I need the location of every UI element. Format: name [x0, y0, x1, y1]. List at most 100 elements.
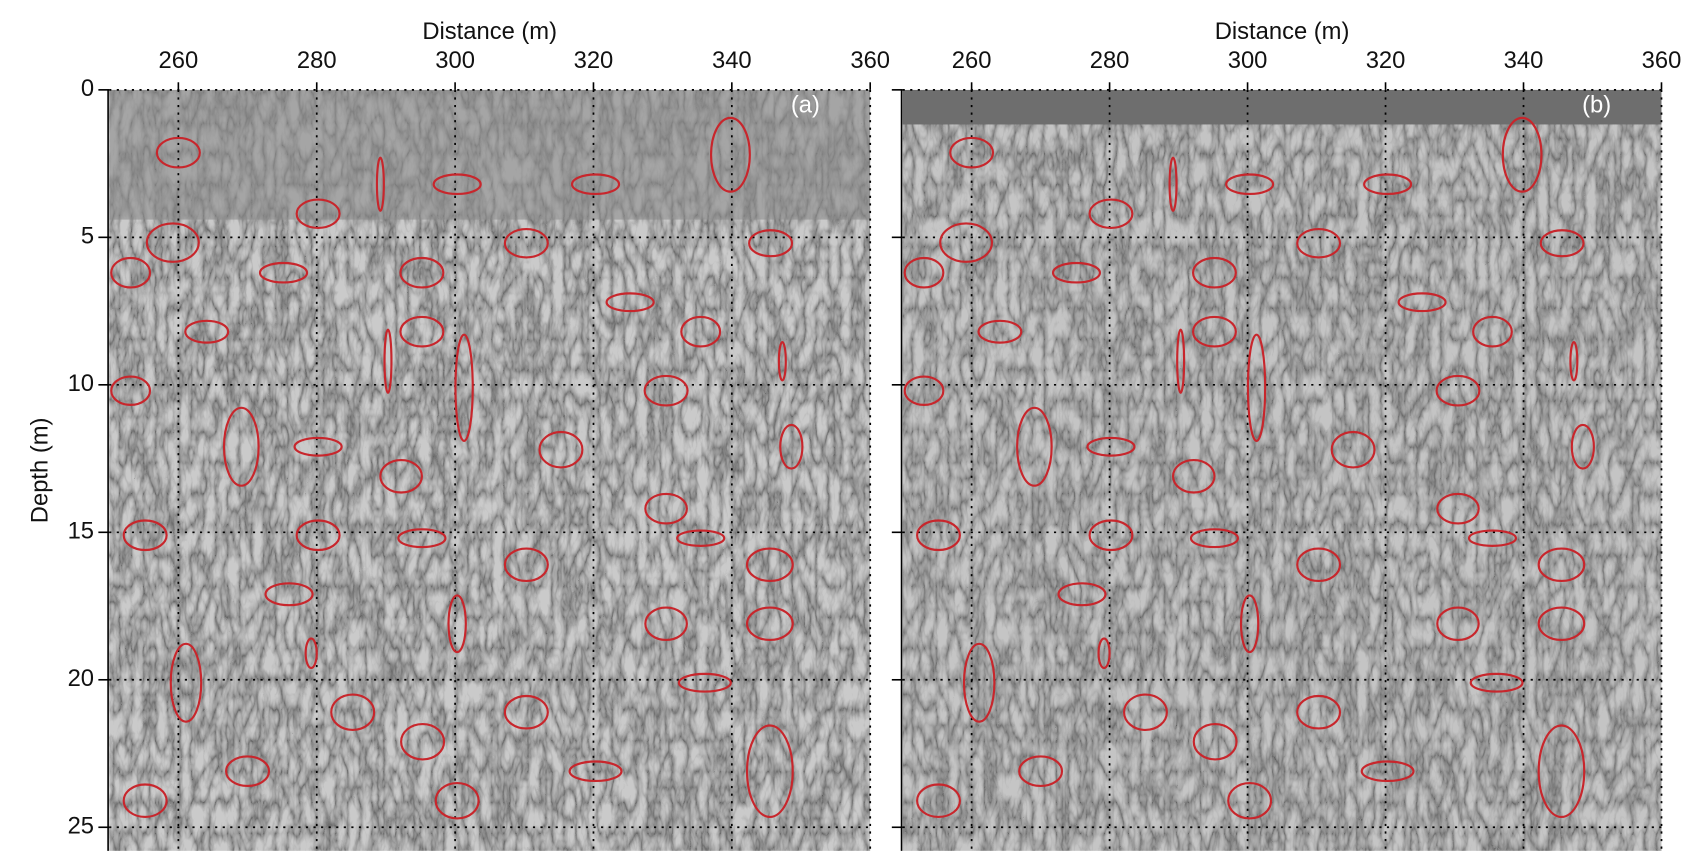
annotation-ellipse: [145, 222, 200, 263]
annotation-ellipse: [122, 519, 168, 552]
annotation-ellipse: [1088, 519, 1134, 552]
annotation-ellipse: [503, 547, 549, 583]
annotation-ellipse: [903, 256, 945, 289]
annotation-ellipse: [1171, 458, 1216, 494]
annotation-ellipse: [1168, 156, 1178, 212]
annotation-ellipse: [1569, 340, 1579, 382]
x-tick-label: 340: [712, 47, 752, 74]
panel-label: (b): [1582, 91, 1611, 118]
annotation-ellipse: [977, 319, 1023, 344]
annotation-ellipse: [916, 783, 961, 819]
annotation-ellipse: [1246, 333, 1267, 442]
annotation-ellipse: [1225, 173, 1275, 196]
y-tick-label: 0: [81, 75, 94, 102]
annotation-ellipse: [1436, 492, 1480, 525]
annotation-ellipse: [330, 693, 376, 732]
annotation-ellipse: [379, 458, 423, 494]
annotation-ellipse: [680, 315, 722, 348]
x-tick-label: 260: [952, 47, 992, 74]
x-tick-label: 280: [297, 47, 337, 74]
annotation-ellipse: [304, 637, 318, 670]
x-tick-label: 320: [1366, 47, 1406, 74]
x-tick-label: 300: [435, 47, 475, 74]
annotation-ellipse: [399, 315, 445, 348]
x-axis-label: Distance (m): [422, 18, 557, 45]
annotation-ellipse: [400, 722, 446, 761]
annotation-ellipse: [939, 222, 994, 263]
annotation-ellipse: [432, 173, 482, 196]
y-tick-label: 5: [81, 223, 94, 250]
annotation-ellipse: [1192, 722, 1238, 761]
annotation-ellipse: [748, 229, 794, 258]
annotation-ellipse: [1018, 755, 1064, 788]
annotation-ellipse: [375, 156, 385, 212]
y-tick-label: 20: [68, 665, 94, 692]
y-tick-label: 15: [68, 518, 94, 545]
y-axis-label: Depth (m): [26, 418, 53, 524]
annotation-ellipse: [155, 136, 201, 169]
annotation-ellipse: [1088, 198, 1134, 229]
annotation-ellipse: [538, 430, 584, 469]
annotation-ellipse: [1363, 173, 1413, 196]
annotation-ellipse: [1435, 374, 1481, 407]
radargram-b: [902, 89, 1662, 851]
annotation-ellipse: [1436, 606, 1480, 642]
panel-label: (a): [791, 91, 820, 118]
annotation-ellipse: [1360, 760, 1415, 783]
annotation-ellipse: [454, 333, 474, 442]
annotation-ellipse: [644, 606, 688, 642]
x-tick-label: 260: [159, 47, 199, 74]
y-tick-label: 10: [68, 370, 94, 397]
annotation-ellipse: [1191, 315, 1237, 348]
annotation-ellipse: [677, 672, 732, 693]
annotation-ellipse: [568, 760, 623, 783]
annotation-ellipse: [745, 724, 794, 819]
annotation-ellipse: [570, 173, 621, 196]
annotation-ellipse: [293, 436, 343, 457]
x-tick-label: 360: [1642, 47, 1682, 74]
annotation-ellipse: [779, 423, 804, 470]
x-tick-label: 360: [850, 47, 890, 74]
annotation-ellipse: [949, 136, 995, 169]
annotation-ellipse: [676, 529, 726, 547]
annotation-ellipse: [1057, 582, 1107, 607]
annotation-ellipse: [777, 340, 787, 382]
x-axis-label: Distance (m): [1215, 18, 1350, 45]
annotation-ellipse: [1570, 423, 1595, 470]
annotation-ellipse: [1296, 694, 1342, 730]
annotation-ellipse: [397, 528, 447, 549]
x-tick-label: 300: [1228, 47, 1268, 74]
annotation-ellipse: [745, 606, 794, 642]
annotation-ellipse: [1189, 528, 1239, 549]
annotation-ellipse: [184, 319, 230, 344]
annotation-ellipse: [1051, 261, 1102, 284]
annotation-ellipse: [745, 547, 794, 583]
annotation-ellipse: [1539, 229, 1585, 258]
annotation-ellipse: [1397, 292, 1447, 313]
annotation-ellipse: [258, 261, 309, 284]
annotation-ellipse: [264, 582, 314, 607]
annotation-ellipse: [962, 642, 996, 723]
annotation-ellipse: [916, 519, 961, 552]
annotation-ellipse: [1122, 693, 1168, 732]
annotation-ellipse: [399, 256, 445, 289]
annotation-ellipse: [1537, 724, 1586, 819]
x-tick-label: 340: [1504, 47, 1544, 74]
annotation-ellipse: [503, 694, 549, 730]
annotation-ellipse: [169, 642, 203, 723]
annotation-ellipse: [503, 227, 549, 259]
annotation-ellipse: [1097, 637, 1111, 670]
annotation-ellipse: [1296, 227, 1342, 259]
annotation-ellipse: [1296, 547, 1342, 583]
annotation-ellipse: [1086, 436, 1136, 457]
radargram-a: [109, 89, 871, 851]
annotation-ellipse: [1239, 594, 1260, 654]
annotation-ellipse: [643, 374, 689, 407]
annotation-ellipse: [295, 198, 341, 229]
annotation-ellipse: [1472, 315, 1513, 348]
annotation-ellipse: [1467, 529, 1518, 547]
annotation-ellipse: [1501, 116, 1543, 193]
annotation-ellipse: [383, 328, 393, 394]
annotation-ellipse: [122, 783, 168, 819]
